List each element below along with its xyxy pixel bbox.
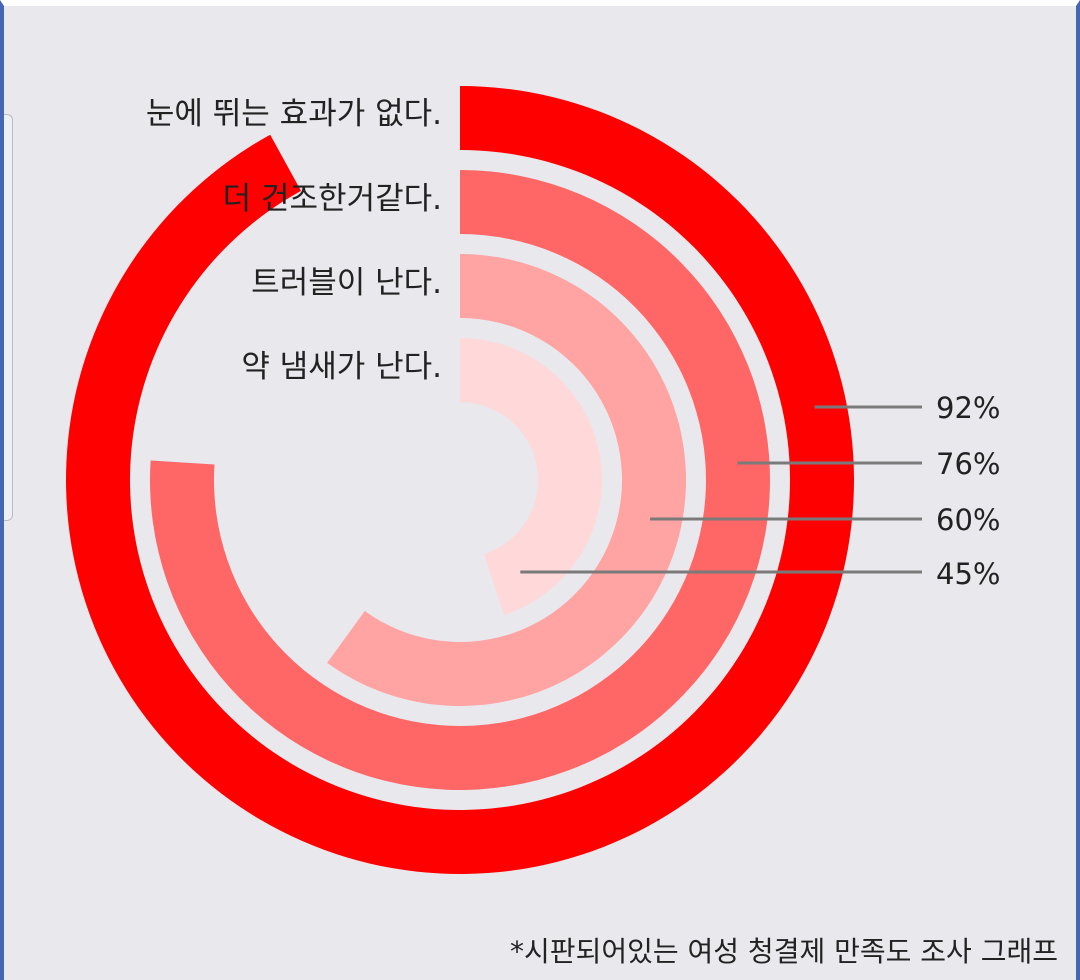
value-label: 45%	[936, 557, 1000, 591]
category-label: 더 건조한거같다.	[223, 181, 442, 217]
category-label: 눈에 뛰는 효과가 없다.	[146, 96, 442, 132]
radial-bar-chart: 눈에 뛰는 효과가 없다. 더 건조한거같다. 트러블이 난다. 약 냄새가 난…	[65, 86, 1000, 874]
chart-rings	[65, 86, 855, 874]
chart-footnote: *시판되어있는 여성 청결제 만족도 조사 그래프	[510, 935, 1058, 968]
radial-bar	[460, 338, 603, 616]
category-label: 트러블이 난다.	[251, 265, 442, 301]
chart-value-labels: 92% 76% 60% 45%	[936, 391, 1000, 591]
chart-category-labels: 눈에 뛰는 효과가 없다. 더 건조한거같다. 트러블이 난다. 약 냄새가 난…	[146, 96, 442, 385]
side-panel-handle[interactable]	[4, 114, 13, 521]
value-label: 92%	[936, 391, 1000, 425]
chart-leader-lines	[520, 405, 922, 574]
radial-bar	[327, 254, 686, 707]
value-label: 76%	[936, 447, 1000, 481]
value-label: 60%	[936, 503, 1000, 537]
category-label: 약 냄새가 난다.	[241, 349, 442, 385]
